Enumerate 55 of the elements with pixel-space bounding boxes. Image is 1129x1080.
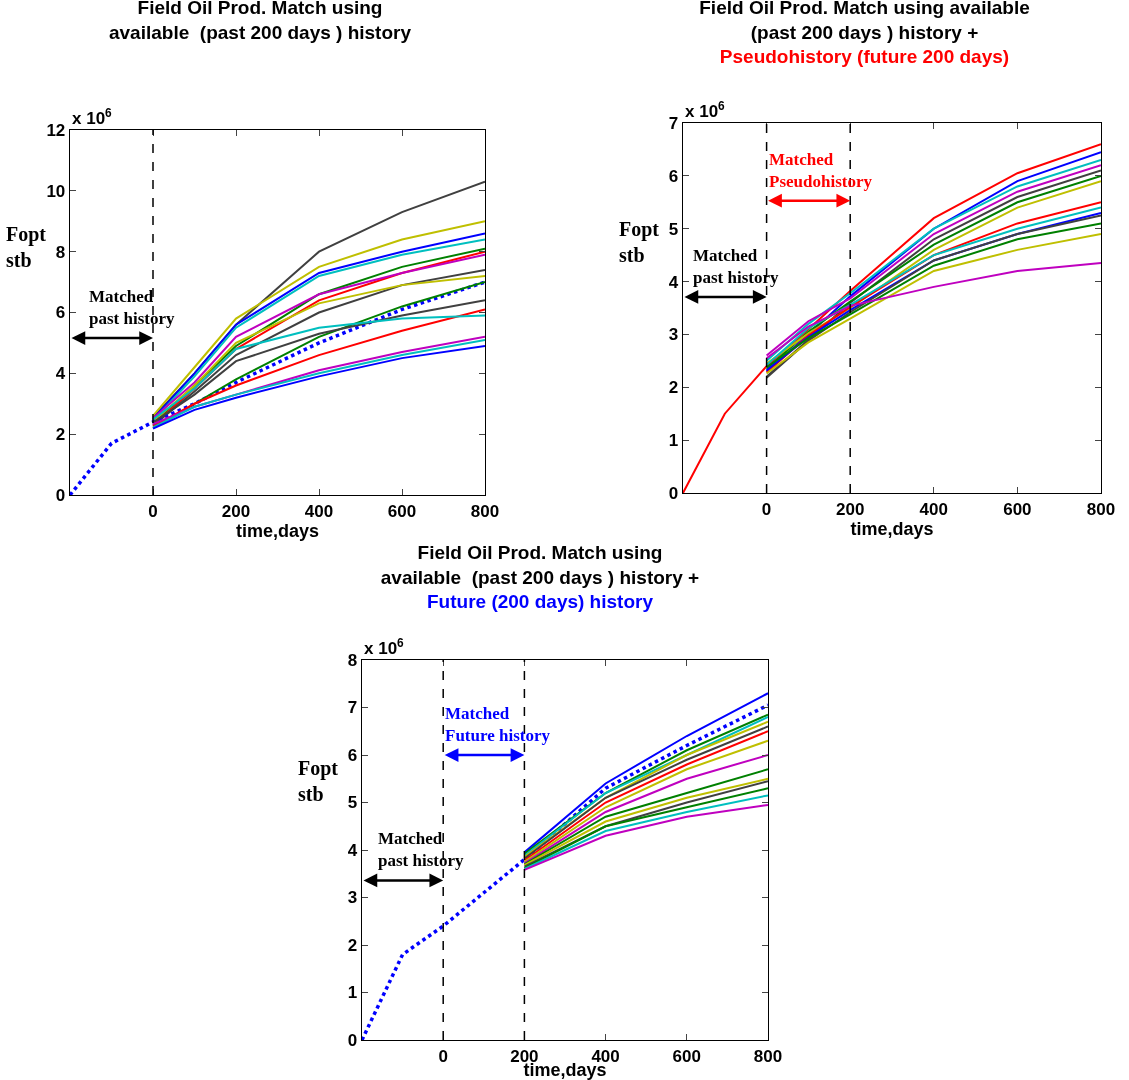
x-tick-label: 800	[470, 501, 500, 521]
x-tick-label: 400	[591, 1046, 620, 1066]
y-tick-label: 6	[55, 303, 66, 323]
y-tick-label: 3	[668, 325, 679, 345]
x-tick-label: 0	[438, 1046, 448, 1066]
x-tick-label: 400	[304, 501, 334, 521]
y-tick-label: 6	[347, 745, 358, 765]
y-tick-label: 4	[55, 364, 66, 384]
text: x 10$^{6}$	[364, 636, 405, 659]
y-tick-label: 2	[668, 378, 679, 398]
chart-title: Field Oil Prod. Match using available (past 200 days ) history +	[380, 542, 700, 588]
x-axis-title: time,days	[235, 520, 320, 541]
x-axis-title: time,days	[850, 518, 934, 539]
chart-title: Field Oil Prod. Match using available (past 200 days ) history +	[699, 0, 1030, 43]
y-tick-label: 4	[347, 840, 358, 860]
y-axis-title: Fopt stb	[298, 757, 339, 805]
y-tick-label: 5	[347, 793, 358, 813]
y-tick-label: 10	[46, 181, 66, 201]
x-tick-label: 0	[148, 501, 158, 521]
y-tick-label: 5	[668, 219, 679, 239]
annotation: Matched Future history	[445, 704, 551, 746]
y-axis-title: Fopt stb	[6, 223, 47, 271]
y-tick-label: 8	[55, 242, 66, 262]
x-tick-label: 0	[761, 499, 772, 519]
y-tick-label: 0	[668, 483, 679, 503]
y-axis-title: Fopt stb	[619, 218, 660, 266]
chart-subtitle: Pseudohistory (future 200 days)	[719, 46, 1010, 68]
y-tick-label: 12	[46, 120, 66, 140]
y-tick-label: 0	[347, 1030, 358, 1050]
y-tick-label: 2	[347, 935, 358, 955]
text: x 10$^{6}$	[685, 99, 726, 122]
text: x 10$^{6}$	[72, 106, 113, 129]
chart-title: Field Oil Prod. Match using available (past 200 days ) history	[108, 0, 412, 43]
x-tick-label: 800	[753, 1046, 783, 1066]
x-tick-label: 800	[1086, 499, 1116, 519]
y-tick-label: 7	[347, 698, 358, 718]
x-tick-label: 200	[836, 499, 865, 519]
y-tick-label: 0	[55, 485, 66, 505]
y-tick-label: 6	[668, 166, 679, 186]
chart-subtitle: Future (200 days) history	[427, 591, 654, 613]
x-tick-label: 400	[919, 499, 948, 519]
annotation: Matched past history	[378, 829, 464, 871]
x-tick-label: 600	[672, 1046, 701, 1066]
x-tick-label: 200	[221, 501, 251, 521]
x-tick-label: 600	[1003, 499, 1032, 519]
y-tick-label: 4	[668, 272, 679, 292]
y-tick-label: 8	[347, 650, 358, 670]
annotation: Matched past history	[693, 246, 779, 288]
y-tick-label: 3	[347, 888, 358, 908]
y-tick-label: 1	[668, 431, 679, 451]
y-tick-label: 1	[347, 983, 358, 1003]
annotation: Matched past history	[89, 287, 175, 329]
y-tick-label: 7	[668, 113, 679, 133]
y-tick-label: 2	[55, 425, 66, 445]
x-tick-label: 600	[387, 501, 417, 521]
